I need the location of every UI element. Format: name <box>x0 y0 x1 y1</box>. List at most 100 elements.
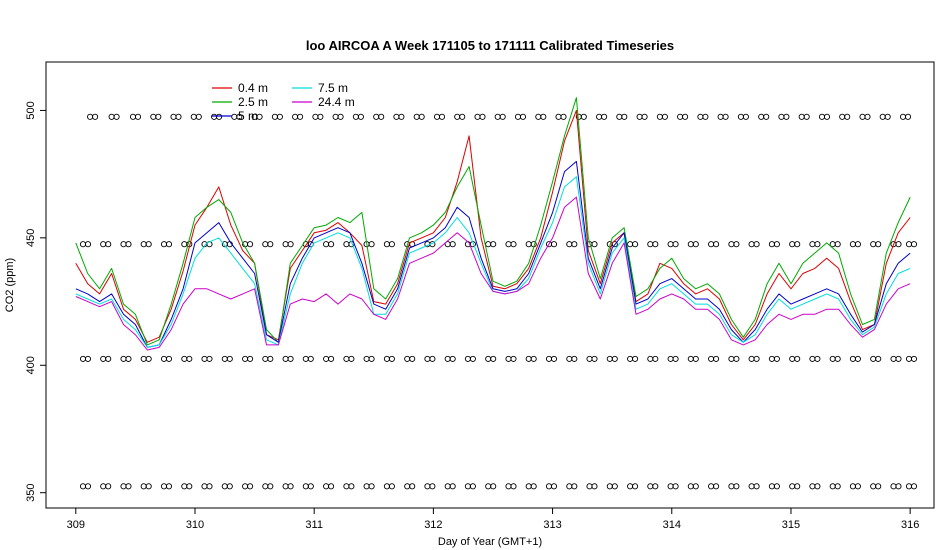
reference-marker <box>904 113 912 120</box>
legend-label: 7.5 m <box>318 81 348 95</box>
reference-marker <box>789 355 796 362</box>
reference-marker <box>140 241 147 248</box>
y-axis: 350 400 450 500 <box>25 101 46 502</box>
reference-marker <box>708 241 715 248</box>
reference-marker <box>267 483 274 490</box>
reference-marker <box>870 355 877 362</box>
reference-marker <box>879 113 886 120</box>
reference-marker <box>728 241 735 248</box>
reference-marker <box>155 113 162 120</box>
reference-marker <box>105 355 112 362</box>
reference-marker <box>687 241 694 248</box>
reference-marker <box>383 483 390 490</box>
reference-marker <box>312 113 319 120</box>
reference-marker <box>870 241 877 248</box>
reference-marker <box>383 241 390 248</box>
reference-marker <box>388 241 395 248</box>
reference-marker <box>550 355 558 362</box>
reference-marker <box>307 483 314 490</box>
reference-marker <box>530 355 537 362</box>
reference-marker <box>818 113 826 120</box>
reference-marker <box>910 483 918 490</box>
reference-marker <box>834 483 841 490</box>
reference-marker <box>438 113 446 120</box>
reference-marker <box>181 483 188 490</box>
reference-marker <box>216 113 223 120</box>
reference-marker <box>247 241 254 248</box>
reference-marker <box>186 355 193 362</box>
y-tick-label: 500 <box>25 101 37 119</box>
reference-marker <box>722 113 729 120</box>
reference-marker <box>201 483 208 490</box>
reference-marker <box>444 483 451 490</box>
reference-marker <box>849 483 856 490</box>
reference-marker <box>242 483 249 490</box>
reference-marker <box>404 483 411 490</box>
reference-marker <box>510 355 517 362</box>
reference-marker <box>794 355 801 362</box>
reference-marker <box>429 483 436 490</box>
reference-marker <box>444 355 451 362</box>
reference-marker <box>449 355 456 362</box>
reference-marker <box>672 355 679 362</box>
reference-marker <box>190 113 197 120</box>
reference-marker <box>733 241 740 248</box>
reference-marker <box>206 483 213 490</box>
reference-marker <box>641 113 648 120</box>
reference-marker <box>348 483 355 490</box>
reference-marker <box>692 355 699 362</box>
series-line-7-5-m <box>75 176 911 348</box>
reference-marker <box>242 355 249 362</box>
series-line-2-5-m <box>75 97 911 346</box>
reference-marker <box>773 241 780 248</box>
reference-marker <box>849 241 856 248</box>
reference-marker <box>282 355 289 362</box>
reference-marker <box>667 483 674 490</box>
reference-marker <box>606 355 613 362</box>
reference-marker <box>555 113 562 120</box>
reference-marker <box>713 241 720 248</box>
reference-marker <box>606 483 613 490</box>
reference-marker <box>647 241 654 248</box>
reference-marker <box>794 483 801 490</box>
reference-marker <box>181 355 188 362</box>
reference-marker <box>490 483 497 490</box>
chart-title: loo AIRCOA A Week 171105 to 171111 Calib… <box>306 38 674 53</box>
reference-marker <box>125 483 132 490</box>
reference-marker <box>768 483 775 490</box>
reference-marker <box>627 355 634 362</box>
reference-marker <box>256 113 263 120</box>
reference-marker <box>910 355 918 362</box>
reference-marker <box>276 113 283 120</box>
reference-marker <box>510 241 517 248</box>
reference-marker <box>753 241 760 248</box>
reference-marker <box>748 241 755 248</box>
reference-marker <box>632 355 639 362</box>
reference-marker <box>388 355 395 362</box>
reference-marker <box>474 113 481 120</box>
reference-marker <box>282 483 289 490</box>
reference-marker <box>829 355 836 362</box>
reference-marker <box>140 483 147 490</box>
reference-marker <box>601 113 608 120</box>
reference-marker <box>317 113 324 120</box>
reference-marker <box>748 355 755 362</box>
reference-marker <box>778 113 785 120</box>
reference-marker <box>682 113 689 120</box>
reference-marker <box>413 113 420 120</box>
reference-marker <box>505 355 512 362</box>
reference-marker <box>899 113 907 120</box>
reference-marker <box>84 355 92 362</box>
reference-marker <box>373 113 380 120</box>
reference-marker <box>895 483 902 490</box>
y-axis-label: CO2 (ppm) <box>4 258 16 312</box>
reference-marker <box>737 113 744 120</box>
reference-marker <box>282 241 289 248</box>
reference-marker <box>525 355 532 362</box>
reference-marker <box>87 113 94 120</box>
reference-marker <box>910 241 918 248</box>
reference-marker <box>145 241 152 248</box>
reference-marker <box>79 241 87 248</box>
reference-marker <box>510 483 517 490</box>
